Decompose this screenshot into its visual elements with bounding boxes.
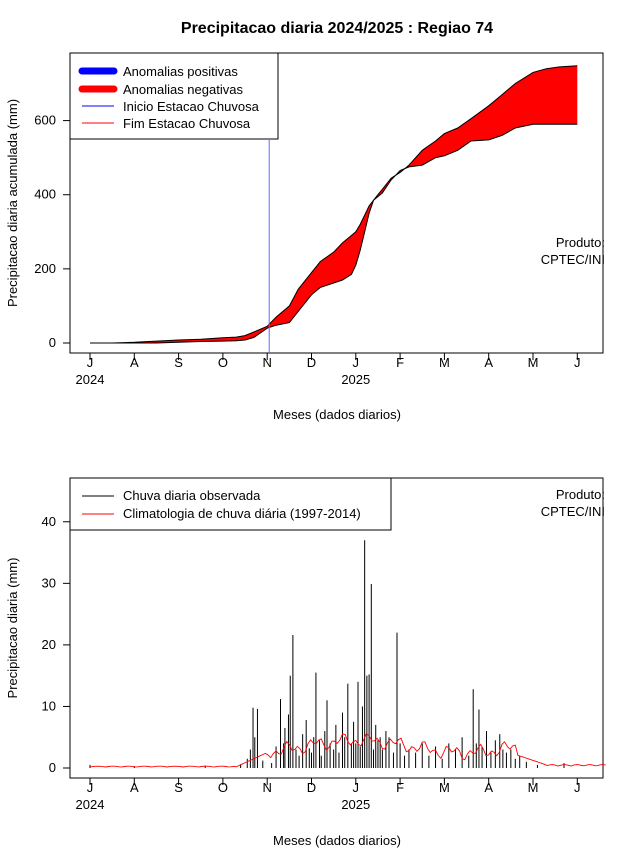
- year-label: 2024: [76, 372, 105, 387]
- legend: Anomalias positivas Anomalias negativas …: [69, 52, 279, 140]
- cumulative-panel: 0 200 400 600 J A S O N D J F M A M J 2024 2025 Precipit…: [5, 52, 605, 422]
- y-tick-label: 0: [49, 335, 56, 350]
- year-label: 2024: [76, 797, 105, 812]
- x-tick-label: S: [174, 355, 183, 370]
- year-label: 2025: [341, 797, 370, 812]
- x-tick-label: D: [307, 355, 316, 370]
- credit-line-1: Produto:: [556, 235, 605, 250]
- y-tick-label: 600: [34, 113, 56, 128]
- x-tick-label: F: [396, 355, 404, 370]
- x-tick-label: S: [174, 780, 183, 795]
- x-tick-label: A: [130, 355, 139, 370]
- climatology-cumulative-line: [90, 65, 578, 344]
- x-tick-label: O: [218, 780, 228, 795]
- climatology-line: [89, 732, 606, 768]
- legend-box: [69, 477, 392, 531]
- x-tick-label: A: [484, 355, 493, 370]
- anomaly-area: [90, 65, 578, 344]
- x-tick-label: J: [353, 355, 360, 370]
- x-tick-label: N: [263, 780, 272, 795]
- legend-box: [69, 52, 279, 140]
- x-axis-label: Meses (dados diarios): [273, 833, 401, 848]
- legend: Chuva diaria observada Climatologia de c…: [69, 477, 392, 531]
- x-tick-label: F: [396, 780, 404, 795]
- x-tick-label: J: [353, 780, 360, 795]
- y-tick-label: 400: [34, 187, 56, 202]
- legend-label-climatology: Climatologia de chuva diária (1997-2014): [123, 506, 361, 521]
- x-tick-label: M: [439, 355, 450, 370]
- climatology-line: [89, 732, 606, 768]
- x-tick-label: D: [307, 780, 316, 795]
- x-axis: J A S O N D J F M A M J 2024 2025: [76, 778, 581, 812]
- x-tick-label: M: [439, 780, 450, 795]
- credit-line-1: Produto:: [556, 487, 605, 502]
- daily-rain-panel: 0 10 20 30 40 J A S O N D J F M A M J 2024 2025 Precipita…: [5, 477, 606, 848]
- x-tick-label: A: [130, 780, 139, 795]
- daily-rain-bars: [89, 540, 565, 768]
- legend-label-negative: Anomalias negativas: [123, 82, 243, 97]
- year-label: 2025: [341, 372, 370, 387]
- x-tick-label: J: [574, 780, 581, 795]
- x-tick-label: J: [87, 355, 94, 370]
- x-tick-label: A: [484, 780, 493, 795]
- negative-anomaly-fill: [90, 65, 578, 343]
- x-tick-label: O: [218, 355, 228, 370]
- observed-cumulative-line: [90, 123, 578, 344]
- x-tick-label: M: [528, 355, 539, 370]
- legend-label-end: Fim Estacao Chuvosa: [123, 116, 251, 131]
- y-tick-label: 200: [34, 261, 56, 276]
- x-tick-label: M: [528, 780, 539, 795]
- y-axis-label: Precipitacao diaria acumulada (mm): [5, 99, 20, 307]
- y-tick-label: 20: [42, 637, 56, 652]
- y-tick-label: 40: [42, 514, 56, 529]
- y-axis: 0 200 400 600: [34, 113, 70, 350]
- x-axis: J A S O N D J F M A M J 2024 2025: [76, 353, 581, 387]
- x-tick-label: J: [574, 355, 581, 370]
- x-tick-label: N: [263, 355, 272, 370]
- x-tick-label: J: [87, 780, 94, 795]
- credit-line-2: CPTEC/INI: [541, 504, 605, 519]
- credit-line-2: CPTEC/INI: [541, 252, 605, 267]
- chart-title: Precipitacao diaria 2024/2025 : Regiao 7…: [181, 20, 493, 37]
- legend-label-start: Inicio Estacao Chuvosa: [123, 99, 260, 114]
- y-tick-label: 30: [42, 575, 56, 590]
- legend-label-observed: Chuva diaria observada: [123, 488, 261, 503]
- legend-label-positive: Anomalias positivas: [123, 64, 238, 79]
- plot-frame: [69, 52, 604, 354]
- y-axis: 0 10 20 30 40: [42, 514, 70, 775]
- y-tick-label: 10: [42, 698, 56, 713]
- y-tick-label: 0: [49, 760, 56, 775]
- x-axis-label: Meses (dados diarios): [273, 407, 401, 422]
- y-axis-label: Precipitacao diaria (mm): [5, 558, 20, 699]
